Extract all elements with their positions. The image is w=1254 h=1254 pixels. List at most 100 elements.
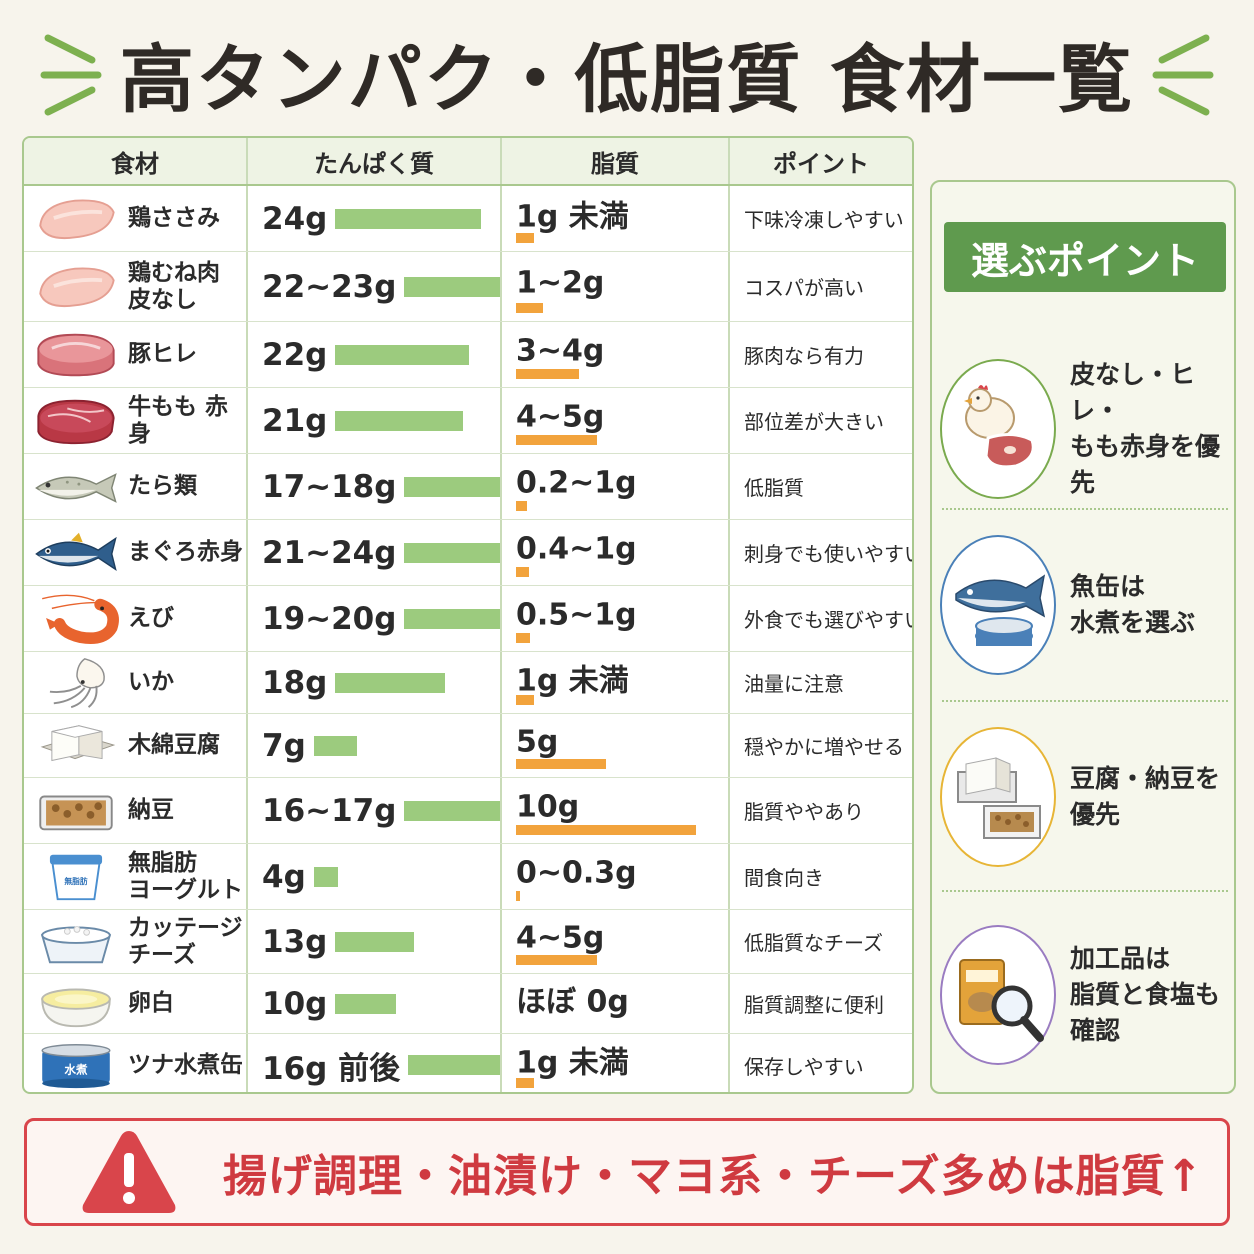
food-name: ツナ水煮缶 [128,1051,243,1078]
table-row: えび 19~20g 0.5~1g 外食でも選びやすい [24,586,912,652]
point-cell: 油量に注意 [744,672,844,696]
fat-value: ほぼ 0g [516,984,629,1020]
fat-cell: 1~2g [502,252,730,321]
fat-bar [516,303,543,313]
food-table: 食材 たんぱく質 脂質 ポイント 鶏ささみ 24g 1g 未満 下味冷凍しやすい 鶏むね… [22,136,914,1094]
protein-bar [335,208,482,229]
protein-cell: 22~23g [248,252,502,321]
fat-bar [516,501,527,511]
food-cell: 牛もも 赤身 [24,388,248,453]
warning-text: 揚げ調理・油漬け・マヨ系・チーズ多めは脂質↑ [223,1151,1204,1202]
fat-cell: 0.2~1g [502,454,730,519]
table-row: 鶏むね肉 皮なし 22~23g 1~2g コスパが高い [24,252,912,322]
tofu-icon [40,724,116,761]
tip-divider [942,700,1228,702]
fat-value: 1~2g [516,264,605,300]
food-cell: まぐろ赤身 [24,520,248,585]
fat-bar [516,695,534,705]
fat-cell: 0.5~1g [502,586,730,651]
fat-cell: ほぼ 0g [502,974,730,1033]
table-row: 無脂肪 無脂肪 ヨーグルト 4g 0~0.3g 間食向き [24,844,912,910]
fat-cell: 1g 未満 [502,186,730,251]
protein-cell: 4g [248,844,502,909]
fat-bar [516,633,530,643]
tip-divider [942,508,1228,510]
protein-cell: 19~20g [248,586,502,651]
pork-icon [37,333,115,376]
table-row: 豚ヒレ 22g 3~4g 豚肉なら有力 [24,322,912,388]
tip-divider [942,890,1228,892]
protein-cell: 10g [248,974,502,1033]
protein-bar [335,344,470,365]
chicken-and-meat-icon [964,385,1035,469]
fat-bar [516,1078,534,1088]
protein-value: 7g [262,727,306,764]
fat-cell: 0.4~1g [502,520,730,585]
protein-cell: 24g [248,186,502,251]
tip-text: 皮なし・ヒレ・ もも赤身を優先 [1070,359,1221,498]
table-row: カッテージ チーズ 13g 4~5g 低脂質なチーズ [24,910,912,974]
protein-bar [404,476,500,497]
fat-cell: 4~5g [502,910,730,973]
food-name: 鶏むね肉 皮なし [128,260,220,313]
food-cell: 卵白 [24,974,248,1033]
protein-value: 24g [262,200,328,237]
fat-value: 0.5~1g [516,596,637,632]
food-cell: 水煮 ツナ水煮缶 [24,1034,248,1092]
protein-cell: 16g 前後 [248,1034,502,1092]
tip-circle [940,727,1056,867]
food-cell: 納豆 [24,778,248,843]
food-cell: 鶏むね肉 皮なし [24,252,248,321]
selection-tips-panel: 選ぶポイント 皮なし・ヒレ・ もも赤身を優先 [930,180,1236,1094]
fat-bar [516,891,520,901]
point-cell: 低脂質 [744,476,804,500]
fat-value: 10g [516,788,580,824]
fish-and-can-icon [955,574,1046,646]
cod-fish-icon [35,472,117,503]
protein-value: 17~18g [262,468,397,505]
chicken-breast-icon [39,198,115,239]
food-cell: 木綿豆腐 [24,714,248,777]
fat-cell: 1g 未満 [502,1034,730,1092]
food-cell: 無脂肪 無脂肪 ヨーグルト [24,844,248,909]
food-name: 牛もも 赤身 [128,394,229,447]
fat-value: 0~0.3g [516,854,637,890]
header-point: ポイント [773,149,869,178]
food-cell: 豚ヒレ [24,322,248,387]
tip-lean-meat: 皮なし・ヒレ・ もも赤身を優先 [940,354,1230,504]
fat-value: 1g 未満 [516,199,629,235]
fat-value: 5g [516,723,559,759]
point-cell: 部位差が大きい [744,410,884,434]
point-cell: 穏やかに増やせる [744,735,904,759]
food-name: 納豆 [128,797,174,824]
egg-white-icon [41,988,111,1027]
tofu-and-natto-icon [957,757,1041,839]
point-cell: 脂質調整に便利 [744,993,884,1017]
fat-cell: 4~5g [502,388,730,453]
protein-bar [404,800,500,821]
fat-bar [516,955,597,965]
fat-bar [516,825,696,835]
food-cell: 鶏ささみ [24,186,248,251]
food-name: まぐろ赤身 [128,539,243,566]
tuna-fish-icon [35,532,117,571]
point-cell: 間食向き [744,866,824,890]
fat-cell: 1g 未満 [502,652,730,713]
table-row: 卵白 10g ほぼ 0g 脂質調整に便利 [24,974,912,1034]
food-name: いか [128,669,174,696]
food-name: えび [128,605,174,632]
header-food: 食材 [24,138,248,184]
food-name: 豚ヒレ [128,341,197,368]
table-row: 木綿豆腐 7g 5g 穏やかに増やせる [24,714,912,778]
table-row: 鶏ささみ 24g 1g 未満 下味冷凍しやすい [24,186,912,252]
fat-cell: 5g [502,714,730,777]
protein-value: 19~20g [262,600,397,637]
table-row: 水煮 ツナ水煮缶 16g 前後 1g 未満 保存しやすい [24,1034,912,1092]
protein-value: 4g [262,858,306,895]
fat-cell: 0~0.3g [502,844,730,909]
fat-cell: 3~4g [502,322,730,387]
protein-cell: 22g [248,322,502,387]
food-cell: いか [24,652,248,713]
point-cell: 保存しやすい [744,1054,864,1079]
natto-icon [39,795,113,830]
